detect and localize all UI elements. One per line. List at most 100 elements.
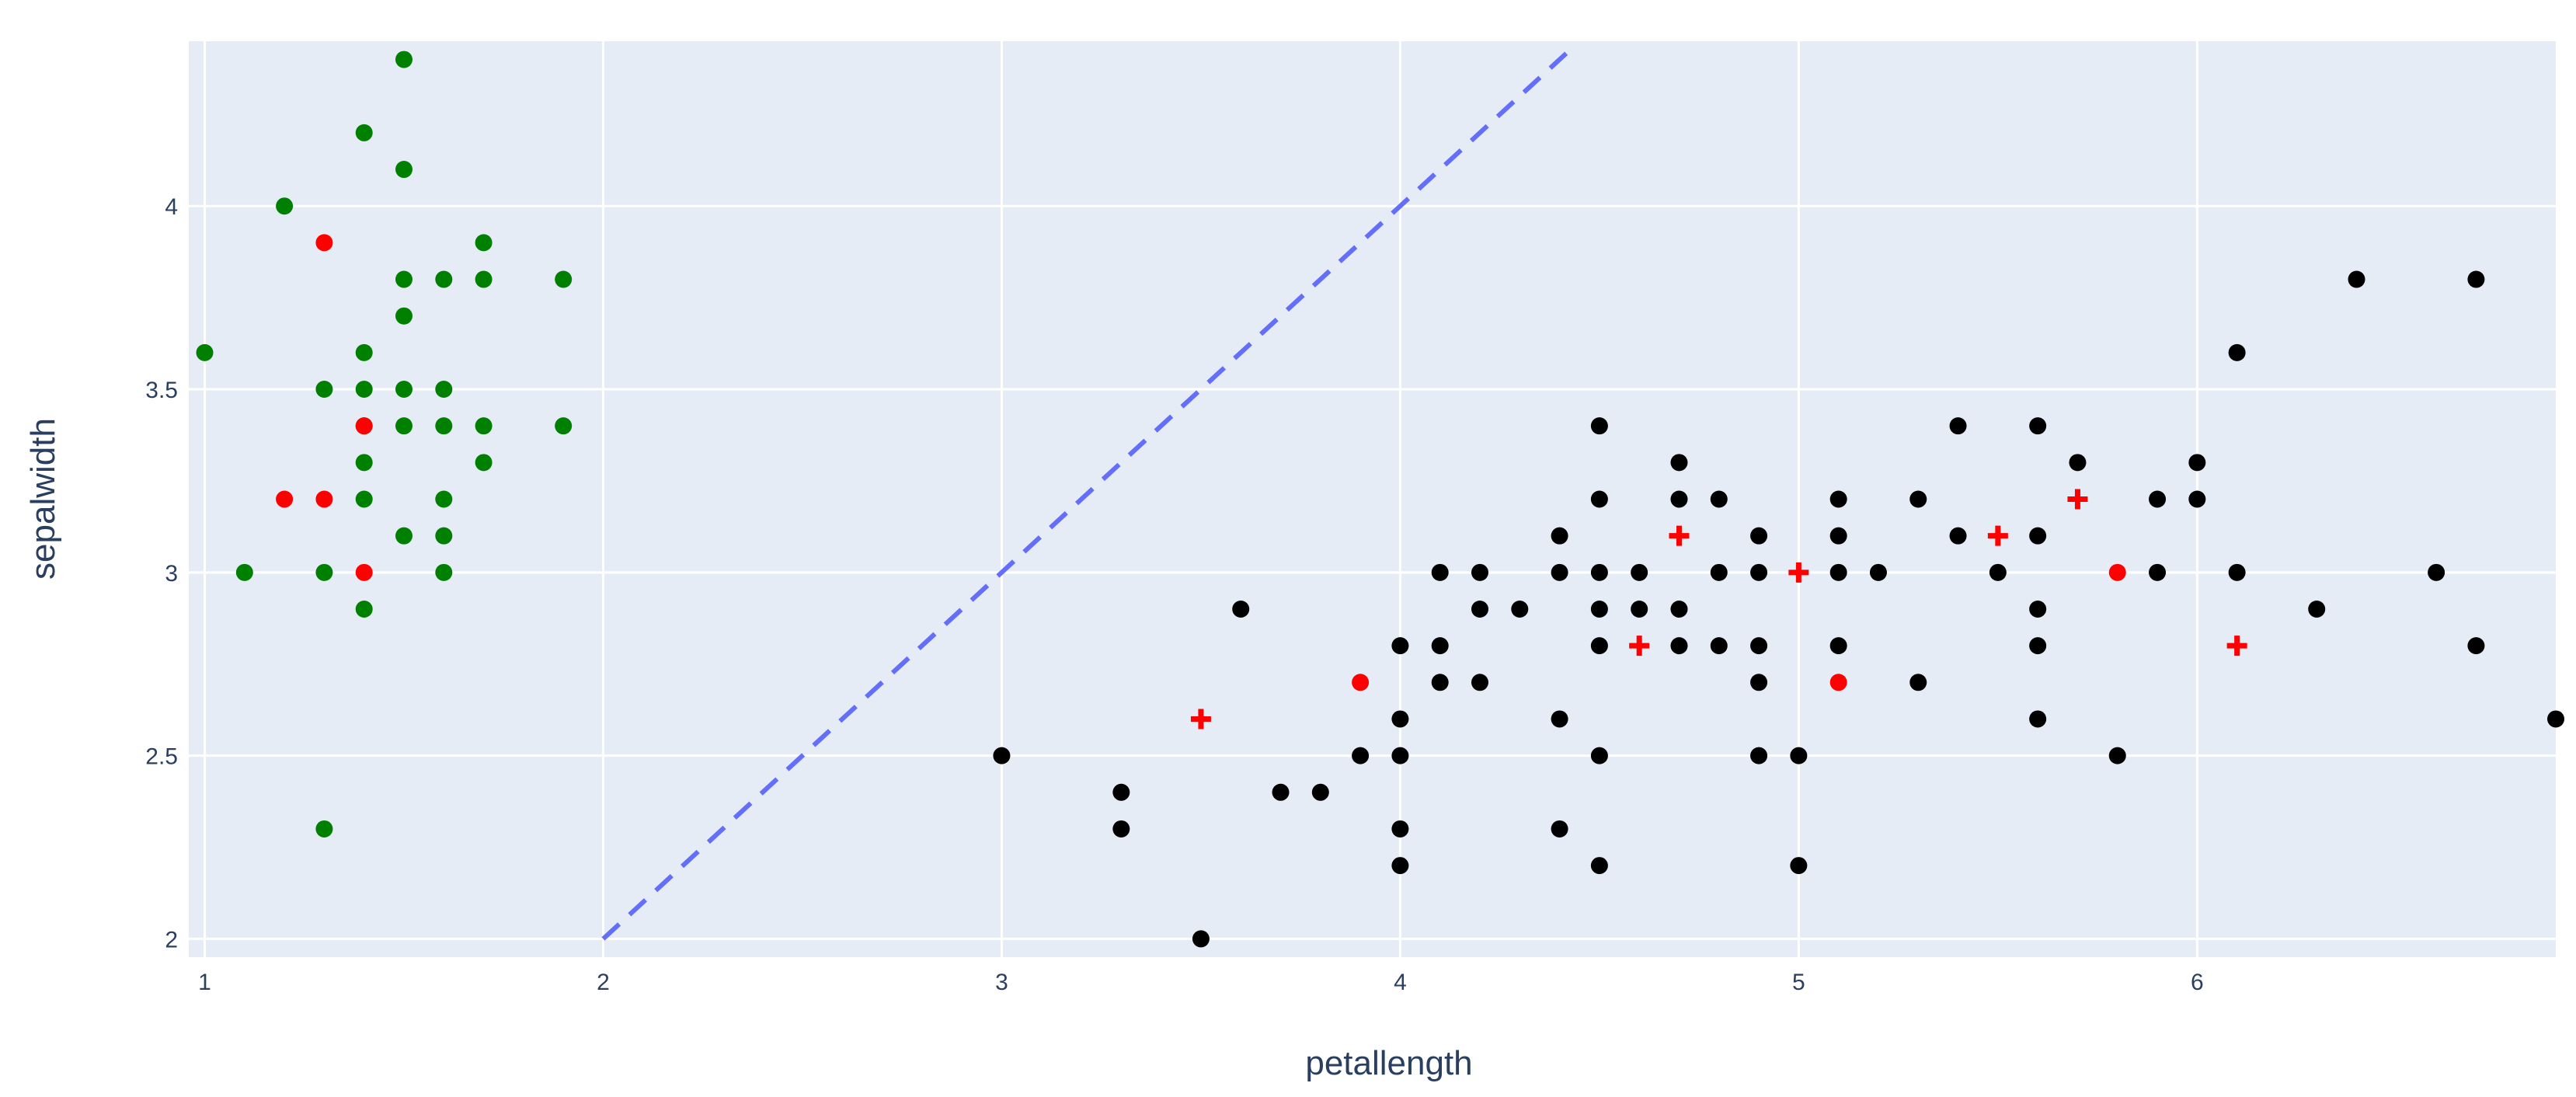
scatter-point bbox=[1590, 490, 1608, 508]
x-tick-label: 4 bbox=[1394, 970, 1407, 995]
scatter-point bbox=[1551, 527, 1568, 545]
cross-point bbox=[2067, 489, 2088, 510]
scatter-point bbox=[1710, 490, 1728, 508]
scatter-point bbox=[395, 50, 413, 68]
scatter-point bbox=[395, 417, 413, 435]
scatter-point bbox=[1391, 857, 1409, 875]
scatter-point bbox=[1471, 563, 1488, 581]
scatter-point bbox=[475, 270, 493, 288]
scatter-point bbox=[1829, 563, 1847, 581]
scatter-point bbox=[1829, 490, 1847, 508]
scatter-point bbox=[315, 234, 333, 252]
scatter-point bbox=[2149, 490, 2167, 508]
cross-point bbox=[1788, 562, 1809, 583]
scatter-point bbox=[355, 417, 373, 435]
scatter-point bbox=[1352, 747, 1370, 764]
x-tick-label: 3 bbox=[995, 970, 1008, 995]
scatter-point bbox=[1511, 600, 1529, 618]
scatter-point bbox=[2348, 270, 2365, 288]
scatter-point bbox=[1431, 674, 1449, 691]
scatter-point bbox=[2308, 600, 2326, 618]
scatter-point bbox=[1631, 563, 1648, 581]
scatter-point bbox=[1949, 417, 1967, 435]
scatter-point bbox=[1391, 710, 1409, 728]
scatter-point bbox=[435, 417, 453, 435]
scatter-point bbox=[1829, 674, 1847, 691]
cross-point bbox=[2226, 636, 2247, 656]
cross-point bbox=[1669, 525, 1690, 546]
scatter-point bbox=[2029, 600, 2047, 618]
scatter-point bbox=[2108, 563, 2126, 581]
scatter-point bbox=[1391, 747, 1409, 764]
scatter-point bbox=[395, 161, 413, 179]
cross-point bbox=[1987, 525, 2008, 546]
scatter-point bbox=[315, 820, 333, 838]
scatter-point bbox=[276, 197, 294, 215]
scatter-point bbox=[2029, 527, 2047, 545]
scatter-point bbox=[1670, 600, 1688, 618]
scatter-point bbox=[2029, 417, 2047, 435]
scatter-point bbox=[1790, 857, 1808, 875]
scatter-point bbox=[355, 124, 373, 141]
scatter-point bbox=[2228, 343, 2246, 361]
scatter-point bbox=[1750, 563, 1768, 581]
scatter-point bbox=[2428, 563, 2445, 581]
scatter-point bbox=[1829, 527, 1847, 545]
cross-point bbox=[1629, 636, 1650, 656]
scatter-point bbox=[2108, 747, 2126, 764]
scatter-point bbox=[2149, 563, 2167, 581]
scatter-point bbox=[2547, 710, 2564, 728]
scatter-point bbox=[555, 270, 573, 288]
y-tick-label: 2.5 bbox=[145, 744, 178, 770]
scatter-point bbox=[1710, 563, 1728, 581]
scatter-point bbox=[435, 270, 453, 288]
scatter-point bbox=[1471, 600, 1488, 618]
scatter-point bbox=[1590, 600, 1608, 618]
scatter-point bbox=[1590, 857, 1608, 875]
scatter-point bbox=[1551, 563, 1568, 581]
scatter-point bbox=[1311, 783, 1329, 801]
scatter-point bbox=[1631, 600, 1648, 618]
scatter-point bbox=[395, 381, 413, 399]
reference-line bbox=[601, 50, 1569, 941]
scatter-point bbox=[1391, 820, 1409, 838]
scatter-point bbox=[355, 600, 373, 618]
scatter-point bbox=[1750, 527, 1768, 545]
y-tick-label: 2 bbox=[165, 927, 178, 952]
scatter-point bbox=[395, 527, 413, 545]
scatter-point bbox=[395, 307, 413, 325]
scatter-point bbox=[555, 417, 573, 435]
scatter-point bbox=[2069, 454, 2087, 472]
scatter-point bbox=[475, 454, 493, 472]
scatter-point bbox=[276, 490, 294, 508]
scatter-point bbox=[435, 527, 453, 545]
scatter-point bbox=[475, 234, 493, 252]
scatter-point bbox=[1431, 563, 1449, 581]
scatter-point bbox=[196, 343, 214, 361]
scatter-point bbox=[435, 490, 453, 508]
data-points bbox=[196, 50, 2564, 948]
y-tick-label: 3.5 bbox=[145, 378, 178, 403]
scatter-point bbox=[1471, 674, 1488, 691]
scatter-point bbox=[1232, 600, 1250, 618]
scatter-point bbox=[1192, 930, 1210, 948]
scatter-point bbox=[2188, 454, 2206, 472]
scatter-point bbox=[2188, 490, 2206, 508]
scatter-point bbox=[355, 563, 373, 581]
scatter-point bbox=[1431, 637, 1449, 655]
scatter-point bbox=[1670, 637, 1688, 655]
scatter-point bbox=[2467, 637, 2485, 655]
scatter-point bbox=[1710, 637, 1728, 655]
scatter-point bbox=[475, 417, 493, 435]
scatter-point bbox=[1989, 563, 2007, 581]
scatter-point bbox=[1590, 563, 1608, 581]
scatter-point bbox=[235, 563, 253, 581]
scatter-point bbox=[355, 343, 373, 361]
scatter-point bbox=[435, 563, 453, 581]
scatter-point bbox=[1909, 490, 1927, 508]
scatter-point bbox=[2029, 710, 2047, 728]
scatter-point bbox=[1112, 820, 1130, 838]
x-tick-label: 2 bbox=[597, 970, 610, 995]
scatter-point bbox=[1352, 674, 1370, 691]
scatter-point bbox=[1750, 674, 1768, 691]
